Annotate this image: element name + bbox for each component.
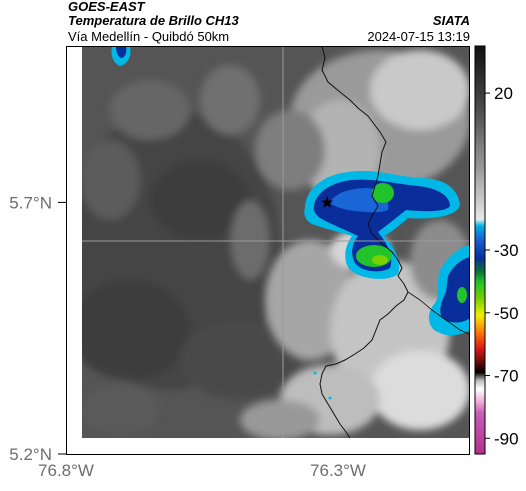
latitude-tick-label: 5.2°N (9, 445, 52, 464)
convective-cloud (111, 46, 469, 400)
colorbar-ticks: 20 -30 -50 -70 -90 (485, 84, 519, 448)
latitude-tick-label: 5.7°N (9, 193, 52, 212)
brightness-temperature-image (82, 46, 469, 438)
colorbar-tick-label: 20 (494, 84, 513, 103)
river-line (407, 291, 469, 335)
region-label: Vía Medellín - Quibdó 50km (68, 29, 230, 44)
product-title: Temperatura de Brillo CH13 (68, 13, 239, 28)
colorbar: 20 -30 -50 -70 -90 (474, 45, 519, 455)
colorbar-tick-label: -90 (494, 429, 519, 448)
map-frame (66, 46, 470, 455)
colorbar-bar (474, 45, 486, 455)
latitude-tick-labels: 5.7°N 5.2°N (9, 193, 66, 464)
colorbar-tick-label: -30 (494, 241, 519, 260)
longitude-tick-label: 76.3°W (310, 461, 366, 480)
department-boundary (319, 46, 409, 438)
source-label: SIATA (432, 13, 470, 28)
colorbar-tick-label: -70 (494, 367, 519, 386)
colorbar-tick-label: -50 (494, 304, 519, 323)
longitude-tick-label: 76.8°W (38, 461, 94, 480)
star-icon (321, 196, 334, 208)
timestamp: 2024-07-15 13:19 (367, 29, 470, 44)
satellite-name: GOES-EAST (68, 0, 145, 14)
longitude-tick-labels: 76.8°W 76.3°W (38, 461, 366, 480)
